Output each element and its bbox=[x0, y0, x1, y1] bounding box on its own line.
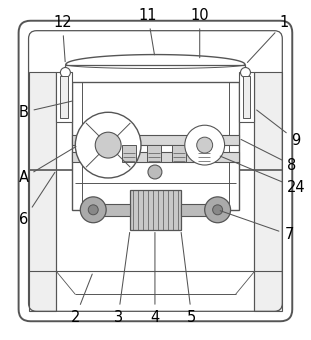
Circle shape bbox=[95, 132, 121, 158]
Bar bbox=[130, 190, 181, 230]
Bar bbox=[93, 204, 130, 216]
Bar bbox=[72, 75, 239, 210]
Text: 5: 5 bbox=[181, 233, 196, 325]
Bar bbox=[172, 145, 186, 162]
Circle shape bbox=[240, 68, 250, 78]
Bar bbox=[239, 72, 254, 122]
Text: 10: 10 bbox=[190, 8, 209, 58]
Bar bbox=[72, 152, 239, 162]
Text: A: A bbox=[19, 147, 76, 185]
Text: 11: 11 bbox=[139, 8, 157, 55]
Text: 12: 12 bbox=[53, 15, 72, 62]
Bar bbox=[29, 72, 56, 311]
Bar bbox=[254, 72, 282, 311]
Circle shape bbox=[148, 165, 162, 179]
Bar bbox=[243, 76, 250, 118]
Bar bbox=[60, 76, 68, 118]
Circle shape bbox=[185, 125, 225, 165]
Text: B: B bbox=[19, 101, 72, 120]
Text: 7: 7 bbox=[220, 211, 294, 242]
Circle shape bbox=[88, 205, 98, 215]
Bar bbox=[122, 145, 136, 162]
Bar bbox=[147, 145, 161, 162]
Text: 8: 8 bbox=[241, 139, 296, 172]
Text: 4: 4 bbox=[150, 233, 160, 325]
Bar bbox=[72, 135, 239, 145]
Text: 6: 6 bbox=[19, 172, 55, 227]
Bar bbox=[65, 65, 245, 82]
Bar bbox=[181, 204, 218, 216]
Text: 9: 9 bbox=[257, 110, 300, 148]
Circle shape bbox=[205, 197, 230, 223]
Bar bbox=[56, 72, 72, 122]
Bar bbox=[197, 145, 211, 162]
Circle shape bbox=[80, 197, 106, 223]
Circle shape bbox=[213, 205, 223, 215]
Text: 2: 2 bbox=[71, 274, 92, 325]
Circle shape bbox=[75, 112, 141, 178]
Text: 3: 3 bbox=[114, 233, 130, 325]
Text: 1: 1 bbox=[247, 15, 289, 63]
Circle shape bbox=[60, 68, 70, 78]
Circle shape bbox=[197, 137, 213, 153]
Text: 24: 24 bbox=[220, 156, 306, 195]
